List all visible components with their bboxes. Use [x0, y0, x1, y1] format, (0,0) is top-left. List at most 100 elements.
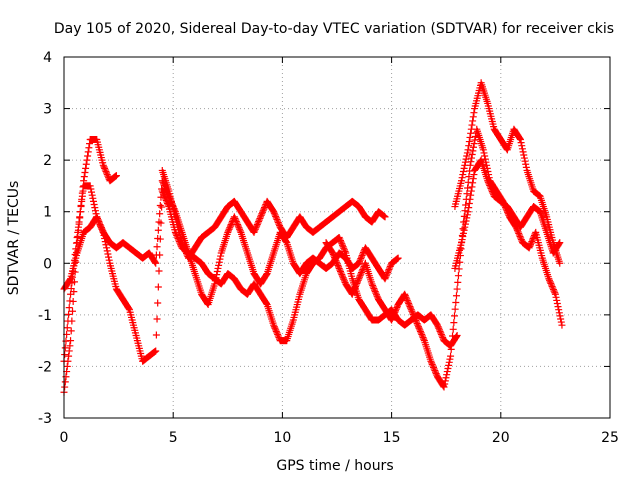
track-c-marker: [339, 243, 347, 251]
track-d-marker: [409, 310, 417, 318]
track-a-marker: [253, 221, 261, 229]
track-d-marker: [353, 279, 361, 287]
track-f-marker: [485, 180, 493, 188]
track-b-marker: [74, 228, 82, 236]
track-d-marker: [349, 289, 357, 297]
track-a-marker: [251, 225, 259, 233]
track-b-marker: [234, 222, 242, 230]
track-a-marker: [275, 220, 283, 228]
track-f-marker: [467, 191, 475, 199]
track-d-marker: [447, 345, 455, 353]
track-b-marker: [91, 207, 99, 215]
track-d-marker: [470, 140, 478, 148]
track-a-marker: [69, 307, 77, 315]
track-d-marker: [442, 374, 450, 382]
track-c-marker: [98, 225, 106, 233]
track-b-marker: [215, 261, 223, 269]
track-a-marker: [251, 227, 259, 235]
track-d-marker: [331, 254, 339, 262]
track-d-marker: [412, 317, 420, 325]
track-a-marker: [63, 362, 71, 370]
track-c-marker: [437, 330, 445, 338]
track-a-marker: [260, 205, 268, 213]
track-f-point: [464, 208, 472, 216]
track-b-marker: [232, 216, 240, 224]
track-e-point: [457, 177, 465, 185]
track-c-marker: [176, 239, 184, 247]
track-b-marker: [160, 181, 168, 189]
track-f-marker: [463, 214, 471, 222]
track-d-marker: [331, 255, 339, 263]
track-a-marker: [104, 172, 112, 180]
track-c-point: [158, 187, 166, 195]
track-d-marker: [402, 293, 410, 301]
track-d-marker: [371, 286, 379, 294]
track-a-marker: [259, 207, 267, 215]
track-b-marker: [225, 225, 233, 233]
track-c-marker: [101, 235, 109, 243]
track-d-marker: [428, 360, 436, 368]
track-e-marker: [519, 148, 527, 156]
track-b-marker: [161, 183, 169, 191]
track-c-marker: [99, 227, 107, 235]
track-d-marker: [369, 283, 377, 291]
track-b-marker: [215, 258, 223, 266]
track-c-marker: [155, 267, 163, 275]
track-f-marker: [469, 179, 477, 187]
track-d-marker: [334, 261, 342, 269]
track-d-point: [388, 316, 396, 324]
track-d-marker: [527, 241, 535, 249]
track-b-point: [67, 290, 75, 298]
track-d-marker: [526, 242, 534, 250]
track-e-marker: [459, 167, 467, 175]
track-d-marker: [469, 147, 477, 155]
track-a-marker: [83, 156, 91, 164]
track-c-marker: [164, 201, 172, 209]
track-d-marker: [431, 368, 439, 376]
track-c-marker: [101, 238, 109, 246]
track-e-marker: [516, 134, 524, 142]
track-e-marker: [522, 163, 530, 171]
track-d-marker: [338, 272, 346, 280]
track-b-point: [394, 254, 402, 262]
track-d-marker: [411, 315, 419, 323]
track-a-marker: [65, 347, 73, 355]
track-c-marker: [153, 315, 161, 323]
track-b-marker: [89, 197, 97, 205]
track-b-marker: [88, 188, 96, 196]
track-b-marker: [386, 262, 394, 270]
track-c-marker: [274, 330, 282, 338]
track-d-marker: [413, 320, 421, 328]
x-tick-label: 20: [492, 430, 510, 446]
track-d-marker: [370, 285, 378, 293]
track-d-marker: [452, 292, 460, 300]
track-c-marker: [270, 323, 278, 331]
track-d-marker: [340, 277, 348, 285]
track-d-marker: [444, 364, 452, 372]
track-d-marker: [350, 286, 358, 294]
track-d-point: [348, 290, 356, 298]
track-c-marker: [152, 331, 160, 339]
track-d-marker: [528, 238, 536, 246]
track-d-marker: [410, 312, 418, 320]
track-d-marker: [388, 314, 396, 322]
track-d-marker: [555, 306, 563, 314]
track-d-marker: [332, 257, 340, 265]
track-d-marker: [350, 287, 358, 295]
track-d-marker: [464, 184, 472, 192]
track-d-marker: [389, 313, 397, 321]
track-a-point: [99, 161, 107, 169]
track-d-marker: [549, 284, 557, 292]
track-b-marker: [226, 222, 234, 230]
track-b-marker: [78, 192, 86, 200]
track-d-marker: [557, 318, 565, 326]
track-f-marker: [458, 236, 466, 244]
track-c-marker: [439, 334, 447, 342]
track-e-point: [556, 259, 564, 267]
track-d-marker: [445, 361, 453, 369]
track-d-marker: [556, 312, 564, 320]
track-f-marker: [555, 240, 563, 248]
track-d-marker: [452, 298, 460, 306]
track-d-marker: [432, 370, 440, 378]
track-f-point: [484, 177, 492, 185]
